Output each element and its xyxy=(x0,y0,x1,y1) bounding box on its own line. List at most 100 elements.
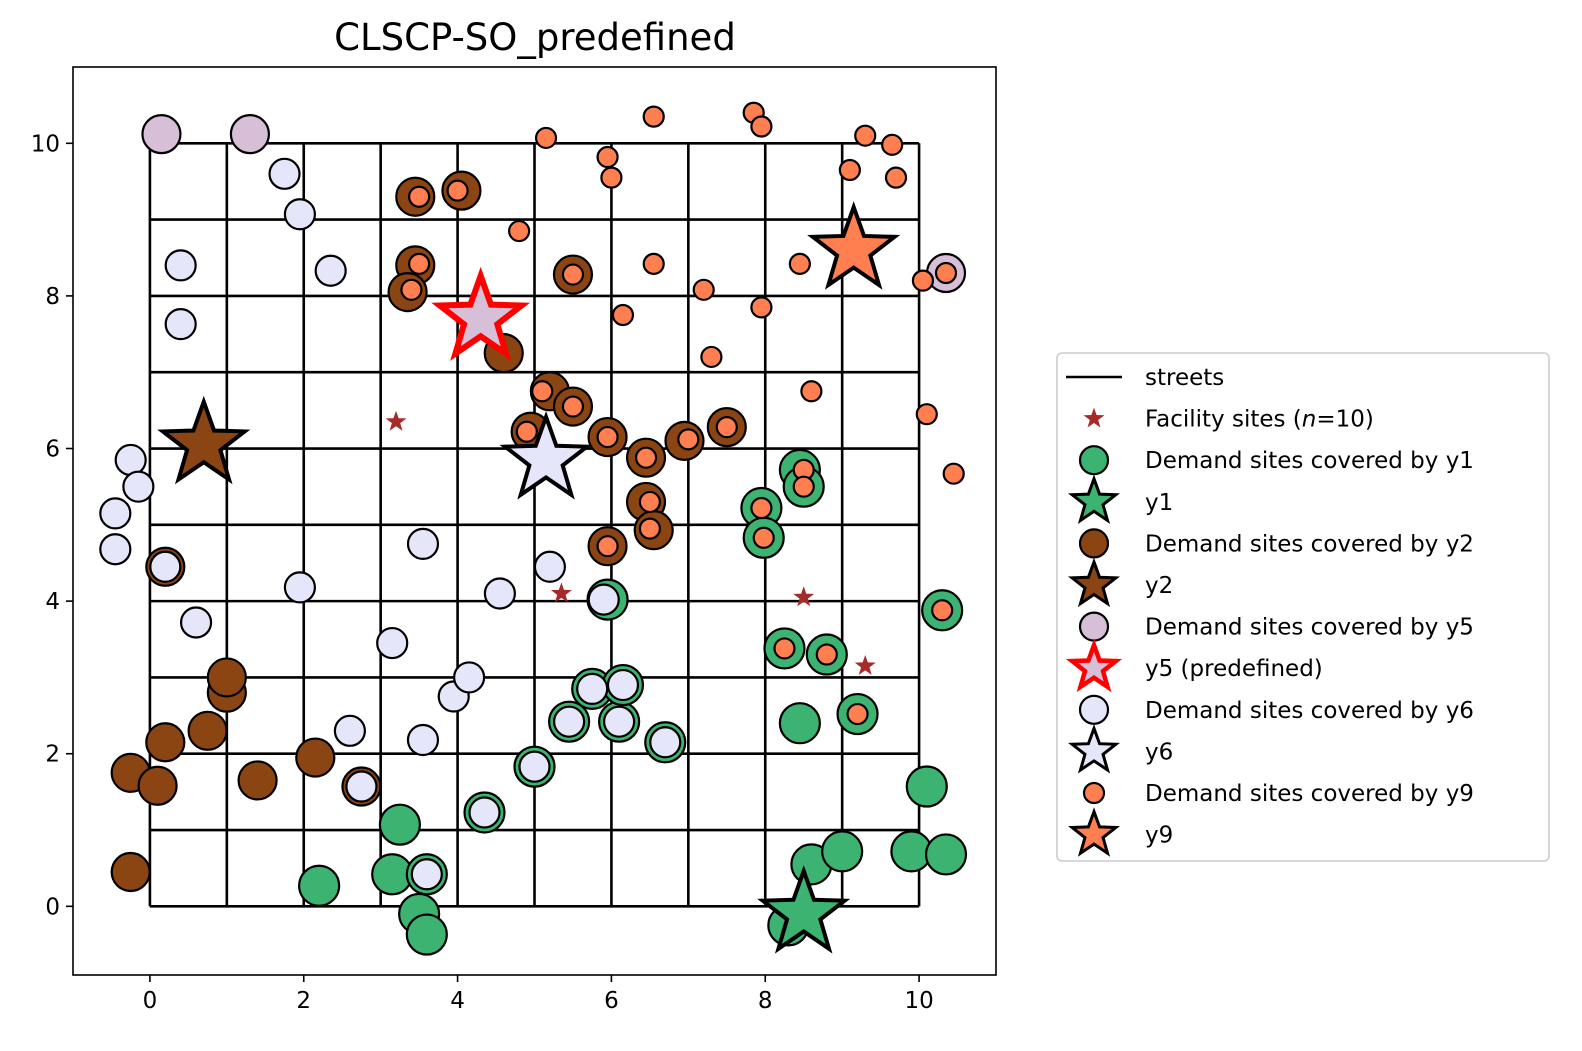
demand-site-y9 xyxy=(750,496,773,520)
demand-site-y6 xyxy=(376,626,409,660)
facility-site-marker xyxy=(385,410,407,431)
demand-site-y6 xyxy=(345,770,378,803)
demand-site-y1 xyxy=(924,833,968,876)
demand-site-y6 xyxy=(468,796,501,829)
demand-site-y6 xyxy=(99,533,132,566)
demand-site-y1 xyxy=(405,913,448,956)
demand-site-y9 xyxy=(638,517,661,540)
legend-label-part: Facility sites ( xyxy=(1145,407,1302,433)
demand-site-y9 xyxy=(638,490,661,514)
legend-label: Demand sites covered by y1 xyxy=(1145,448,1474,474)
legend-label: y5 (predefined) xyxy=(1145,656,1323,682)
x-tick-label: 8 xyxy=(758,988,773,1014)
facility-star-y6 xyxy=(499,411,593,500)
legend-star-swatch xyxy=(1067,557,1121,608)
facility-site-marker xyxy=(854,654,876,675)
legend-entry: Demand sites covered by y6 xyxy=(1078,694,1474,725)
demand-site-y9 xyxy=(634,446,658,469)
demand-site-y1 xyxy=(778,702,821,745)
demand-site-y1 xyxy=(905,765,948,808)
demand-site-y9 xyxy=(596,535,619,558)
demand-site-y9 xyxy=(642,252,665,275)
legend-dot-swatch xyxy=(1078,528,1110,559)
demand-site-y6 xyxy=(164,249,197,282)
facility-star-y1 xyxy=(757,865,851,954)
legend-star-swatch xyxy=(1067,724,1121,774)
demand-site-y9 xyxy=(700,345,723,369)
demand-site-y6 xyxy=(283,571,317,604)
demand-site-y6 xyxy=(576,672,609,705)
demand-site-y6 xyxy=(99,497,132,530)
demand-site-y6 xyxy=(587,583,620,616)
demand-site-y2 xyxy=(295,737,336,778)
legend-entry: y9 xyxy=(1067,807,1173,857)
legend: streets Facility sites (n=10) Demand sites… xyxy=(1056,352,1550,862)
demand-site-y6 xyxy=(179,606,213,639)
demand-site-y6 xyxy=(122,470,155,503)
legend-entry: y1 xyxy=(1067,474,1173,524)
demand-site-y9 xyxy=(800,380,823,403)
legend-label: y1 xyxy=(1145,490,1173,516)
demand-site-y9 xyxy=(881,133,904,156)
demand-site-y9 xyxy=(752,526,775,549)
demand-site-y6 xyxy=(114,443,147,477)
demand-site-y6 xyxy=(533,550,566,583)
legend-label: Demand sites covered by y9 xyxy=(1145,781,1474,807)
demand-site-y9 xyxy=(596,145,619,169)
demand-site-y9 xyxy=(915,403,938,426)
demand-site-y9 xyxy=(911,269,935,292)
demand-site-y9 xyxy=(561,263,585,286)
demand-site-y9 xyxy=(838,158,861,182)
y-tick-label: 4 xyxy=(45,589,60,615)
demand-site-y9 xyxy=(884,166,908,189)
demand-sites-y9 xyxy=(400,101,965,726)
demand-site-y2 xyxy=(187,710,228,751)
legend-star-swatch xyxy=(1067,474,1121,524)
demand-site-y9 xyxy=(750,115,773,138)
legend-entry: Facility sites (n=10) xyxy=(1083,407,1374,433)
legend-dot-swatch xyxy=(1078,611,1110,642)
plot-area xyxy=(99,101,968,956)
demand-site-y9 xyxy=(942,462,965,485)
demand-site-y9 xyxy=(715,416,738,439)
demand-site-y2 xyxy=(137,765,178,806)
facility-star-y5 xyxy=(431,266,531,361)
demand-sites-y6 xyxy=(99,157,682,891)
demand-site-y9 xyxy=(408,185,431,208)
demand-site-y9 xyxy=(692,278,715,301)
legend-dot-swatch xyxy=(1082,781,1106,805)
legend-facility-swatch xyxy=(1083,407,1105,428)
demand-site-y6 xyxy=(268,157,301,190)
y-tick-label: 8 xyxy=(45,284,60,310)
y-axis: 0 2 4 6 8 10 xyxy=(31,131,73,920)
demand-site-y9 xyxy=(508,219,531,243)
legend-label-var: n xyxy=(1302,407,1317,433)
demand-site-y6 xyxy=(553,705,586,738)
demand-site-y6 xyxy=(314,254,347,287)
demand-site-y6 xyxy=(649,726,682,759)
demand-site-y9 xyxy=(596,425,619,449)
demand-site-y9 xyxy=(815,643,838,666)
y-tick-label: 10 xyxy=(31,131,60,157)
demand-site-y6 xyxy=(283,198,317,231)
facility-star-y9 xyxy=(807,201,901,290)
selected-facilities xyxy=(157,201,901,954)
facility-star-y2 xyxy=(157,395,251,485)
x-tick-label: 4 xyxy=(450,988,465,1014)
demand-site-y9 xyxy=(934,261,958,285)
x-tick-label: 2 xyxy=(296,988,311,1014)
demand-site-y2 xyxy=(206,657,247,698)
demand-site-y9 xyxy=(611,303,635,327)
demand-site-y5 xyxy=(229,114,271,155)
legend-label: Demand sites covered by y2 xyxy=(1145,531,1474,557)
demand-site-y6 xyxy=(483,577,516,610)
x-tick-label: 0 xyxy=(143,988,158,1014)
demand-site-y2 xyxy=(237,760,278,801)
legend-star-swatch xyxy=(1065,638,1123,693)
demand-site-y9 xyxy=(642,105,665,128)
demand-site-y9 xyxy=(931,599,954,622)
demand-site-y9 xyxy=(773,637,796,660)
demand-site-y6 xyxy=(406,527,440,560)
legend-label: y9 xyxy=(1145,823,1173,849)
